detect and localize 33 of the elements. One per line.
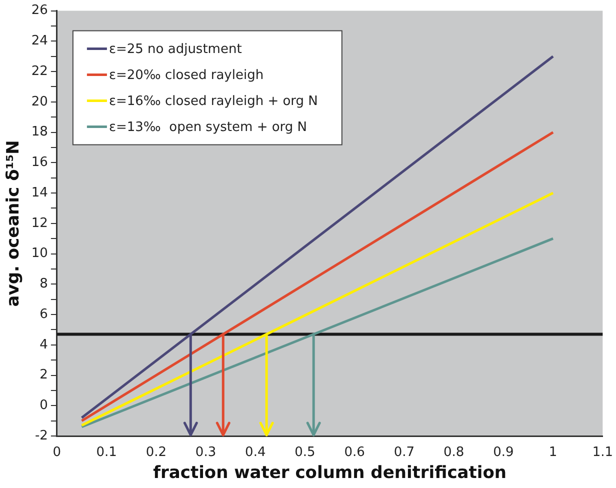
legend-label: ε=13‰ open system + org N — [108, 120, 308, 136]
y-tick-label: 20 — [31, 94, 48, 110]
y-tick-label: 14 — [31, 185, 48, 200]
x-tick-label: 0.1 — [96, 445, 117, 460]
y-tick-label: 12 — [31, 216, 48, 231]
y-tick-label: 24 — [31, 34, 48, 49]
x-tick-label: 0 — [52, 445, 62, 460]
y-tick-label: 2 — [40, 368, 48, 383]
y-tick-label: 16 — [31, 155, 48, 170]
x-tick-label: 0.9 — [493, 445, 514, 460]
y-tick-label: 6 — [40, 306, 48, 322]
x-tick-label: 0.7 — [394, 445, 415, 460]
y-tick-label: 26 — [31, 3, 48, 18]
x-axis-title: fraction water column denitrification — [153, 463, 506, 484]
x-tick-label: 1 — [548, 445, 558, 460]
y-tick-label: 10 — [31, 246, 48, 262]
y-tick-label: -2 — [34, 428, 48, 444]
y-tick-label: 18 — [31, 124, 48, 140]
x-tick-label: 0.5 — [294, 445, 316, 460]
legend-label: ε=20‰ closed rayleigh — [108, 68, 264, 84]
x-tick-label: 1.1 — [592, 445, 614, 460]
x-tick-label: 0.2 — [146, 445, 167, 460]
legend-label: ε=16‰ closed rayleigh + org N — [108, 94, 318, 110]
y-tick-label: 0 — [40, 398, 48, 414]
x-tick-label: 0.6 — [344, 445, 365, 460]
y-tick-label: 8 — [40, 276, 48, 292]
x-tick-label: 0.3 — [195, 445, 216, 460]
x-tick-label: 0.8 — [443, 445, 464, 460]
legend-label: ε=25 no adjustment — [108, 42, 242, 58]
x-tick-label: 0.4 — [245, 445, 266, 460]
y-tick-label: 22 — [31, 64, 48, 79]
y-tick-label: 4 — [40, 337, 48, 352]
y-axis-title: avg. oceanic δ¹⁵N — [4, 140, 24, 307]
